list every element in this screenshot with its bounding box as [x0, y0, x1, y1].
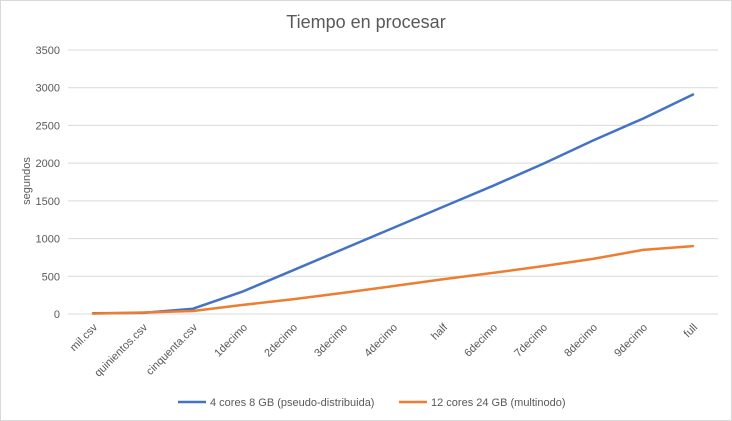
x-tick-label: 6decimo — [462, 322, 500, 360]
y-tick-label: 2500 — [36, 120, 60, 132]
gridlines — [68, 49, 718, 315]
y-tick-label: 3500 — [36, 45, 60, 57]
y-tick-label: 3000 — [36, 83, 60, 95]
legend-label: 12 cores 24 GB (multinodo) — [431, 397, 566, 409]
y-tick-label: 2000 — [36, 158, 60, 170]
x-tick-label: mil.csv — [68, 321, 101, 354]
x-tick-label: 9decimo — [612, 322, 650, 360]
x-tick-label: half — [429, 321, 451, 343]
series-line-2 — [91, 244, 695, 315]
x-tick-label: cinquenta.csv — [144, 321, 200, 377]
x-tick-label: 3decimo — [312, 322, 350, 360]
x-tick-label: 2decimo — [262, 322, 300, 360]
x-tick-label: quinientos.csv — [92, 321, 150, 379]
x-tick-label: 7decimo — [512, 322, 550, 360]
x-tick-label: full — [682, 322, 700, 340]
x-tick-label: 1decimo — [212, 322, 250, 360]
legend: 4 cores 8 GB (pseudo-distribuida) 12 core… — [178, 397, 566, 409]
y-tick-label: 500 — [42, 271, 60, 283]
y-tick-labels: 0 500 1000 1500 2000 2500 3000 3500 — [36, 45, 60, 321]
y-tick-label: 1000 — [36, 234, 60, 246]
y-tick-label: 0 — [54, 309, 60, 321]
chart-title: Tiempo en procesar — [286, 12, 445, 32]
series-lines — [91, 93, 695, 315]
x-tick-label: 4decimo — [362, 322, 400, 360]
legend-label: 4 cores 8 GB (pseudo-distribuida) — [210, 397, 374, 409]
y-axis-label: segundos — [21, 157, 33, 205]
x-tick-label: 8decimo — [562, 322, 600, 360]
y-tick-label: 1500 — [36, 196, 60, 208]
series-line-1 — [91, 93, 695, 315]
